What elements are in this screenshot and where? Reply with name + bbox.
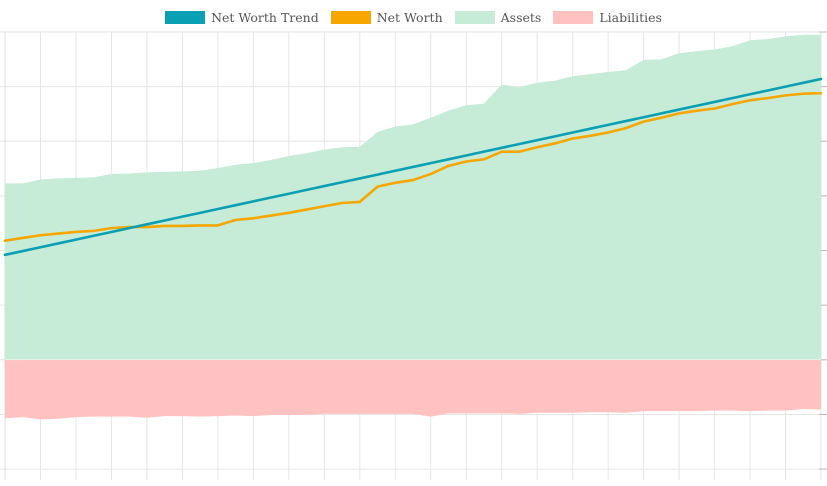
legend-item-assets[interactable]: Assets (454, 9, 542, 25)
area-liabilities (5, 359, 821, 420)
legend-swatch-liabilities (553, 10, 594, 24)
line-net-worth-trend (3, 77, 823, 257)
chart-lines (3, 77, 823, 257)
legend-item-liabilities[interactable]: Liabilities (553, 10, 662, 25)
line-net-worth (3, 91, 823, 243)
chart-areas (5, 34, 821, 420)
legend-item-net-worth[interactable]: Net Worth (330, 9, 443, 25)
legend-swatch-assets (454, 10, 495, 24)
legend-label-net-worth-trend: Net Worth Trend (211, 9, 319, 25)
chart-legend: Net Worth Trend Net Worth Assets Liabili… (0, 6, 827, 28)
legend-label-assets: Assets (500, 9, 542, 25)
legend-item-net-worth-trend[interactable]: Net Worth Trend (165, 10, 319, 25)
legend-swatch-net-worth-trend (165, 10, 206, 24)
legend-label-liabilities: Liabilities (599, 9, 662, 25)
area-assets (5, 34, 821, 360)
legend-label-net-worth: Net Worth (376, 9, 443, 25)
legend-swatch-net-worth (330, 10, 371, 24)
